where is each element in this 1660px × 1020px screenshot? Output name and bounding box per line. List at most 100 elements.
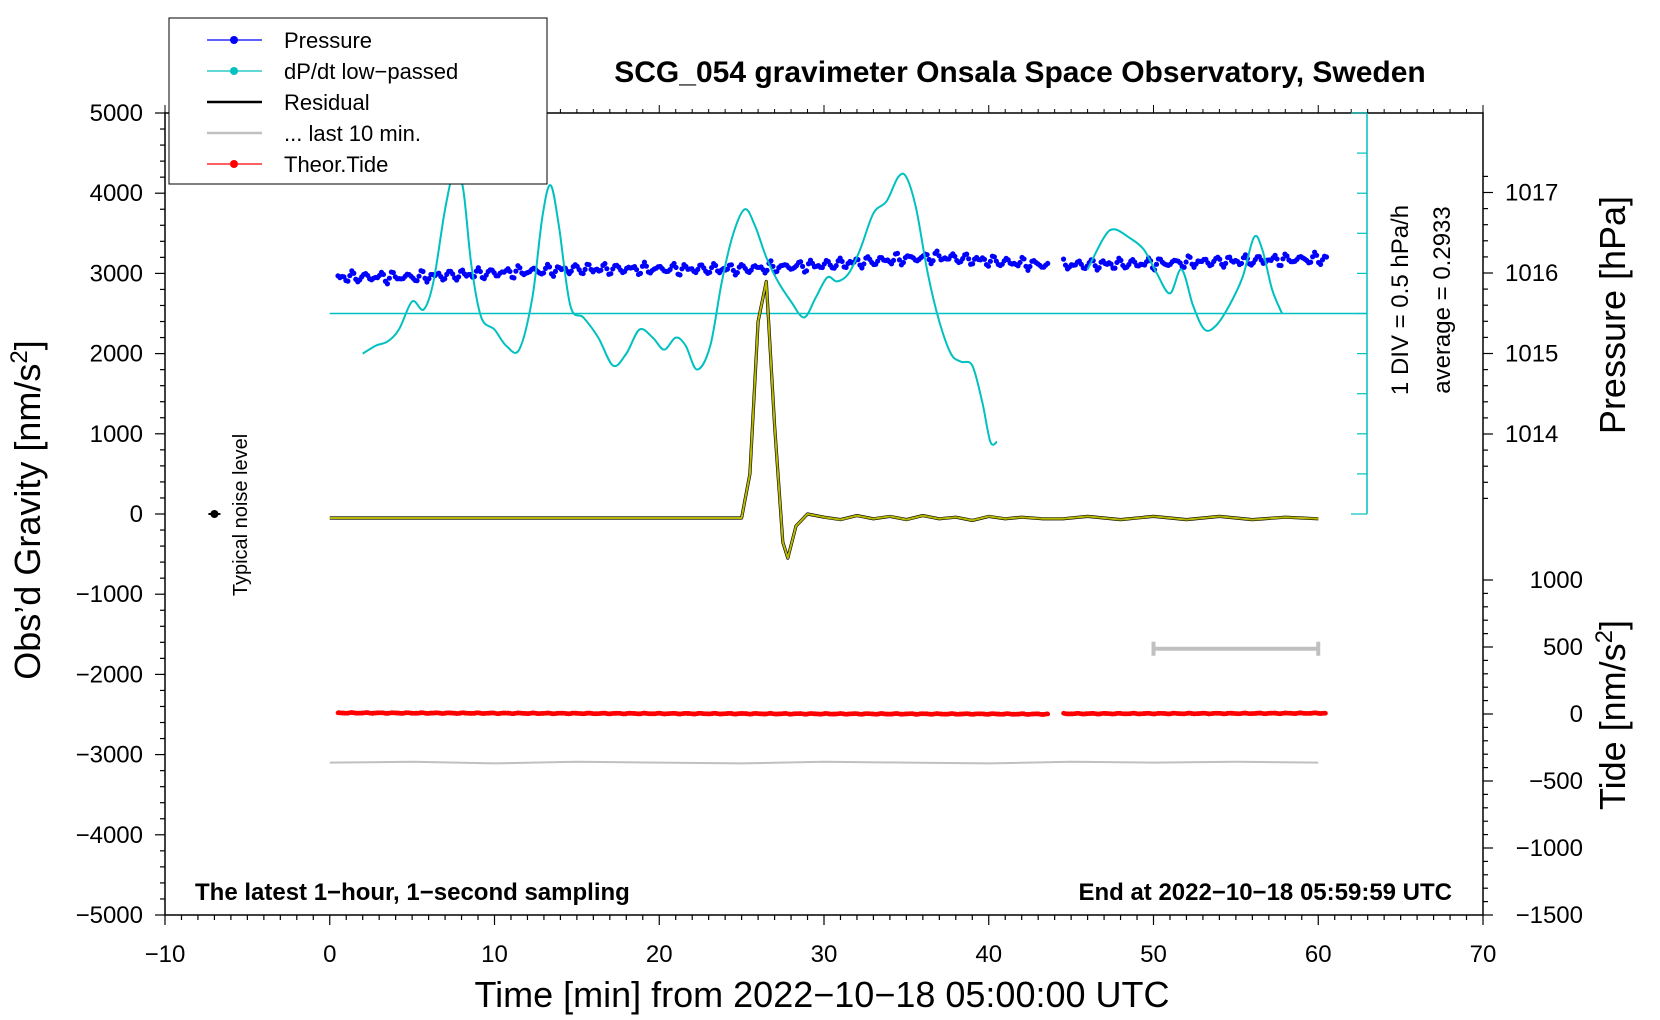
pressure-point [643,263,649,269]
tide-tick-label: 0 [1570,701,1583,728]
pressure-point [455,274,462,280]
pressure-point [798,259,804,265]
left-tick-labels: 5000 4000 3000 2000 1000 0 −1000 −2000 −3000 −400… [76,100,143,929]
pressure-point [1274,256,1280,262]
x-tick-label: −10 [145,941,186,968]
pressure-point [964,251,970,257]
y-tick-label: 0 [130,501,143,528]
pressure-point [677,272,683,278]
left-axis-label: Obs’d Gravity [nm/s2] [6,340,49,679]
pressure-point [859,265,865,271]
pressure-point [970,261,976,267]
pressure-point [347,273,353,279]
pressure-point [598,267,604,273]
pressure-point [1023,263,1029,269]
dpdt-scale-axis [329,112,1368,515]
x-tick-label: 60 [1305,941,1332,968]
pressure-point [1280,256,1286,262]
legend-label: dP/dt low−passed [284,59,458,84]
pressure-point [639,263,646,269]
pressure-point [1027,263,1033,270]
pressure-point [1112,265,1118,271]
pressure-tick-label: 1016 [1505,260,1558,287]
pressure-point [695,266,701,272]
pressure-tick-label: 1014 [1505,421,1558,448]
pressure-point [1314,252,1320,258]
dpdt-line-after-gap [1086,228,1283,332]
legend-marker [230,36,238,44]
pressure-point [839,258,845,264]
chart-title: SCG_054 gravimeter Onsala Space Observat… [614,56,1426,89]
pressure-point [542,265,549,271]
y-tick-label: 4000 [90,180,143,207]
pressure-point [641,259,648,265]
pressure-point [582,266,588,272]
pressure-axis-label: Pressure [hPa] [1592,196,1633,434]
residual-line [329,280,1319,560]
tide-tick-label: −1000 [1516,835,1583,862]
pressure-point [712,262,719,269]
pressure-point [608,271,614,277]
tide-tick-label: −500 [1529,768,1583,795]
x-tick-label: 20 [646,941,673,968]
series-layer [208,167,1330,765]
pressure-point [426,276,432,282]
pressure-point [507,268,513,275]
sampling-note: The latest 1−hour, 1−second sampling [195,879,630,906]
y-tick-label: 5000 [90,100,143,127]
pressure-point [540,270,547,276]
pressure-point [730,267,736,274]
dpdt-average-text: average = 0.2933 [1429,206,1456,394]
pressure-point [1181,264,1187,270]
tide-point [1045,711,1051,717]
pressure-point [709,264,715,271]
pressure-point [1308,259,1314,265]
pressure-point [987,258,993,264]
pressure-point [1092,263,1098,269]
pressure-point [633,267,640,273]
y-tick-label: −1000 [76,581,143,608]
pressure-point [1317,261,1324,267]
pressure-point [1045,260,1051,267]
dpdt-line [362,167,998,446]
pressure-point [728,262,735,268]
pressure-tick-label: 1017 [1505,180,1558,207]
pressure-point [552,268,559,275]
pressure-point [546,264,553,270]
y-tick-label: −3000 [76,742,143,769]
pressure-point [351,270,357,276]
legend-label: Theor.Tide [284,152,388,177]
pressure-point [386,275,392,281]
pressure-point [1183,259,1189,265]
pressure-point [1108,261,1114,267]
pressure-point [550,273,557,279]
pressure-point [1187,254,1193,260]
pressure-point [511,275,517,281]
pressure-point [602,261,608,267]
pressure-point [843,264,849,271]
tide-point [1323,710,1328,716]
pressure-point [764,267,770,273]
tide-tick-labels: 1000 500 0 −500 −1000 −1500 [1516,567,1583,929]
y-tick-label: −5000 [76,902,143,929]
pressure-point [450,271,456,277]
pressure-point [1323,254,1330,260]
pressure-point [384,281,391,287]
pressure-point [414,278,420,284]
pressure-point [1060,256,1067,262]
pressure-point [934,248,940,254]
legend-label: ... last 10 min. [284,121,421,146]
x-tick-label: 30 [811,941,838,968]
pressure-tick-label: 1015 [1505,341,1558,368]
x-tick-label: 50 [1140,941,1167,968]
pressure-point [671,260,677,267]
pressure-point [896,257,903,263]
x-tick-label: 10 [481,941,508,968]
pressure-point [1114,259,1120,266]
pressure-point [667,267,673,273]
pressure-point [390,269,396,276]
dpdt-scale-text: 1 DIV = 0.5 hPa/h [1387,205,1414,395]
x-tick-label: 70 [1470,941,1497,968]
pressure-point [442,276,448,282]
